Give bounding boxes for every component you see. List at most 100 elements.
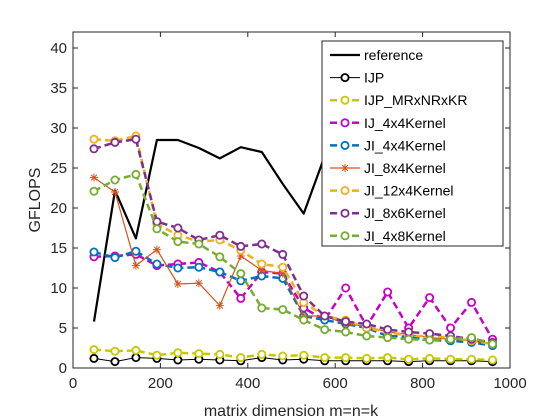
legend-marker-ijp [340,73,350,83]
y-tick-label: 15 [50,240,67,257]
data-point-ijp-mrxnrxkr [299,350,309,360]
data-point-ji-12x4kernel [278,262,288,272]
data-point-ji-4x4kernel [131,246,141,256]
data-point-ji-4x4kernel [152,259,162,269]
data-point-ijp-mrxnrxkr [236,353,246,363]
data-point-ijp-mrxnrxkr [131,345,141,355]
y-axis-label: GFLOPS [27,168,44,233]
legend-marker-ji-8x4kernel [341,164,349,172]
legend-marker-ji-4x4kernel [340,140,350,150]
data-point-ji-8x6kernel [383,325,393,335]
data-point-ij-4x4kernel [341,283,351,293]
legend-entry-ji-4x4kernel: JI_4x4Kernel [330,137,446,153]
series-ijp-mrxnrxkr [89,345,498,365]
data-point-ji-8x6kernel [299,291,309,301]
data-point-ji-4x8kernel [152,224,162,234]
series-reference [92,138,326,322]
legend-entry-ji-8x6kernel: JI_8x6Kernel [330,205,446,221]
legend-entry-reference: reference [330,47,423,63]
y-tick-label: 35 [50,80,67,97]
legend-label-ijp-mrxnrxkr: IJP_MRxNRxKR [364,92,467,108]
data-point-ij-4x4kernel [236,293,246,303]
data-point-ji-8x6kernel [131,134,141,144]
legend-entry-ijp: IJP [330,70,384,86]
legend-entry-ji-4x8kernel: JI_4x8Kernel [330,228,446,244]
y-tick-label: 5 [59,320,67,337]
legend-marker-ji-4x8kernel [340,231,350,241]
x-tick-label: 200 [148,375,173,392]
data-point-ij-4x4kernel [446,323,456,333]
data-point-ji-4x8kernel [446,334,456,344]
data-point-ijp [89,353,99,363]
data-point-ji-8x6kernel [89,144,99,154]
data-point-ji-8x6kernel [110,137,120,147]
data-point-ijp-mrxnrxkr [215,349,225,359]
legend-marker-ji-12x4kernel [340,186,350,196]
data-point-ji-4x8kernel [131,169,141,179]
legend-label-reference: reference [364,47,423,63]
data-point-ijp-mrxnrxkr [110,346,120,356]
y-tick-label: 25 [50,160,67,177]
axes-layer: 0 200 400 600 800 1000 0 5 10 15 20 25 30 35 40 [50,31,527,392]
data-point-ijp-mrxnrxkr [383,353,393,363]
legend-marker-ijp-mrxnrxkr [340,95,350,105]
data-point-ji-8x6kernel [320,311,330,321]
data-point-ijp-mrxnrxkr [446,354,456,364]
data-point-ji-8x4kernel [215,301,224,310]
series-ji-4x8kernel [89,169,498,349]
x-tick-label: 1000 [493,375,526,392]
data-point-ji-4x8kernel [383,333,393,343]
legend-marker-ji-8x6kernel [340,208,350,218]
data-point-ji-4x8kernel [404,334,414,344]
data-point-ijp [173,355,183,365]
data-point-ijp-mrxnrxkr [173,348,183,358]
data-point-ji-4x8kernel [341,327,351,337]
data-point-ji-8x4kernel [131,261,140,270]
series-layer [89,131,498,367]
y-tick-label: 0 [59,360,67,377]
data-point-ji-4x4kernel [173,263,183,273]
data-point-ji-4x8kernel [173,237,183,247]
data-point-ji-8x6kernel [236,241,246,251]
data-point-ji-8x6kernel [362,319,372,329]
y-tick-label: 10 [50,280,67,297]
legend-box [321,40,504,247]
data-point-ji-4x4kernel [89,247,99,257]
y-tick-label: 30 [50,120,67,137]
data-point-ji-8x4kernel [194,279,203,288]
data-point-ji-4x8kernel [362,331,372,341]
legend-label-ijp: IJP [364,70,384,86]
x-tick-label: 0 [69,375,77,392]
data-point-ijp-mrxnrxkr [320,353,330,363]
legend-label-ji-4x4kernel: JI_4x4Kernel [364,137,446,153]
legend-entry-ij-4x4kernel: IJ_4x4Kernel [330,115,446,131]
data-point-ji-4x8kernel [425,335,435,345]
y-tick-label: 20 [50,200,67,217]
data-point-ijp-mrxnrxkr [278,351,288,361]
data-point-ji-4x8kernel [278,305,288,315]
data-point-ji-8x6kernel [278,249,288,259]
data-point-ji-8x6kernel [257,239,267,249]
axes-box [72,31,511,369]
x-tick-label: 400 [235,375,260,392]
data-point-ji-4x8kernel [215,252,225,262]
legend-label-ij-4x4kernel: IJ_4x4Kernel [364,115,446,131]
data-point-ij-4x4kernel [467,297,477,307]
data-point-ji-4x8kernel [89,186,99,196]
legend: reference IJP IJP_MRxNRxKR IJ_4x4Kernel JI_4… [321,40,504,247]
data-point-ji-4x8kernel [467,333,477,343]
data-point-ji-4x8kernel [257,303,267,313]
legend-marker-ij-4x4kernel [340,118,350,128]
data-point-ji-4x4kernel [236,276,246,286]
legend-entry-ijp-mrxnrxkr: IJP_MRxNRxKR [330,92,467,108]
data-point-ji-8x6kernel [341,317,351,327]
data-point-ji-12x4kernel [89,134,99,144]
data-point-ijp-mrxnrxkr [404,354,414,364]
data-point-ji-12x4kernel [257,259,267,269]
x-axis-label: matrix dimension m=n=k [204,403,379,420]
legend-label-ji-12x4kernel: JI_12x4Kernel [364,183,454,199]
data-point-ji-4x4kernel [110,253,120,263]
data-point-ijp-mrxnrxkr [341,353,351,363]
data-point-ijp [131,353,141,363]
